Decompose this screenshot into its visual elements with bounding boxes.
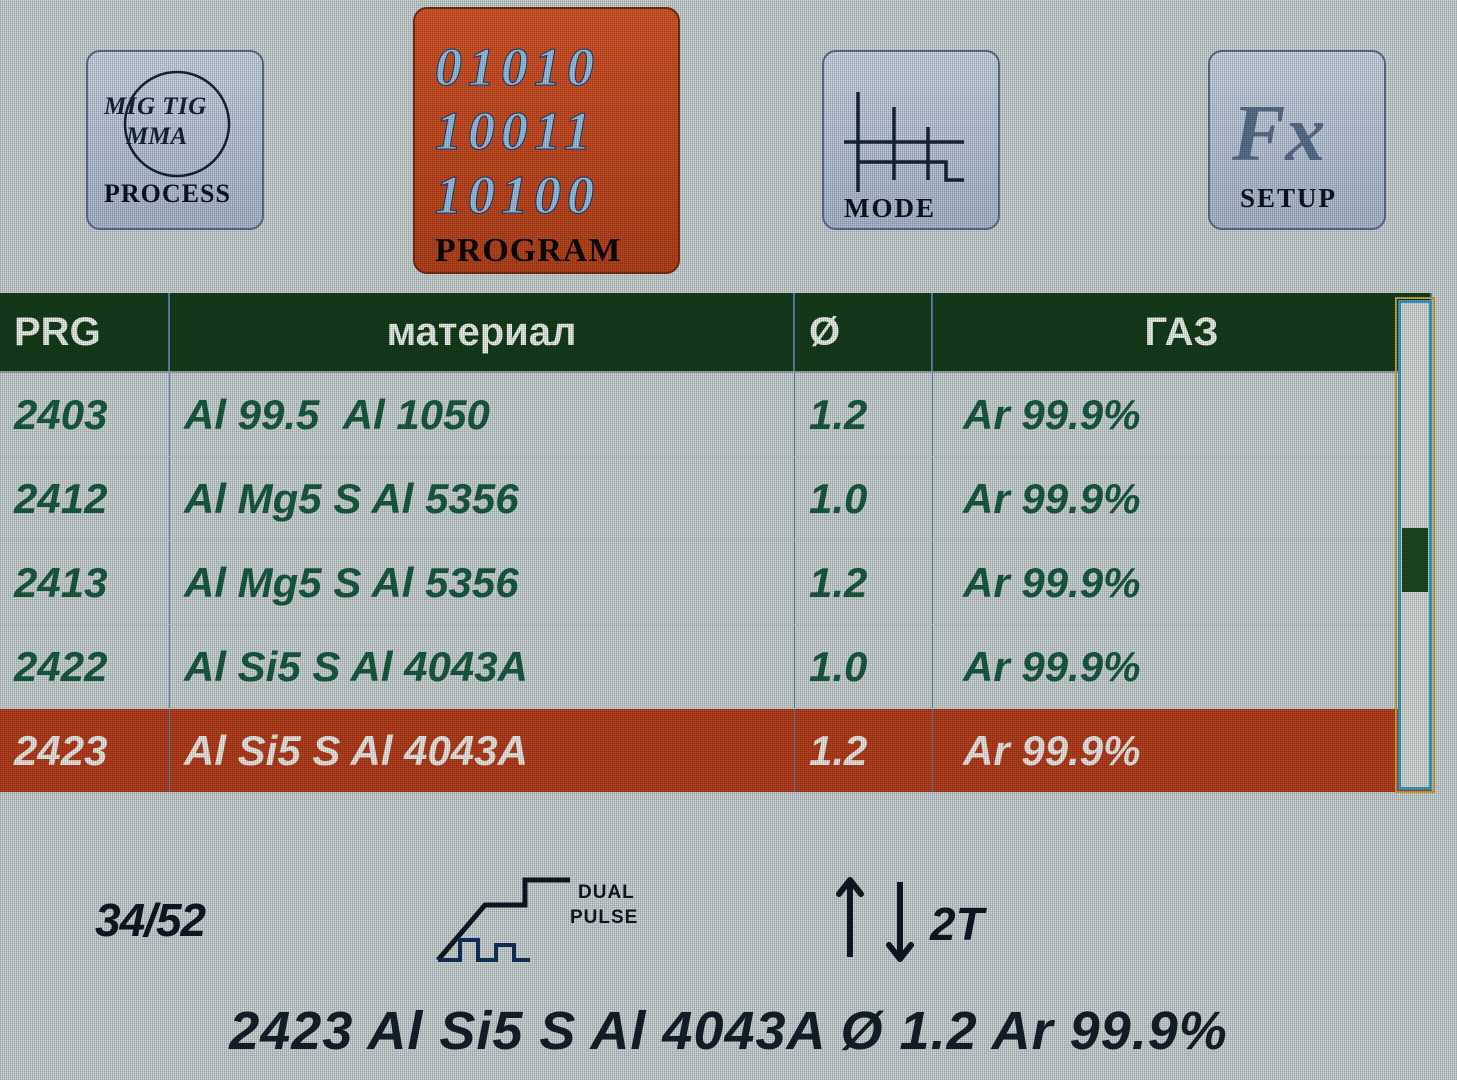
svg-text:SETUP: SETUP [1240,183,1337,213]
svg-text:MMA: MMA [125,123,187,150]
svg-text:DUAL: DUAL [578,882,635,903]
svg-text:2T: 2T [929,898,988,950]
svg-text:MIG TIG: MIG TIG [103,93,207,120]
svg-text:PULSE: PULSE [570,907,638,928]
svg-text:10100: 10100 [435,165,600,225]
svg-text:PROCESS: PROCESS [104,179,231,208]
svg-text:10011: 10011 [435,101,597,161]
svg-text:MODE: MODE [844,193,936,223]
svg-text:Fx: Fx [1231,90,1325,178]
svg-text:PROGRAM: PROGRAM [435,232,621,269]
svg-text:01010: 01010 [435,37,600,97]
